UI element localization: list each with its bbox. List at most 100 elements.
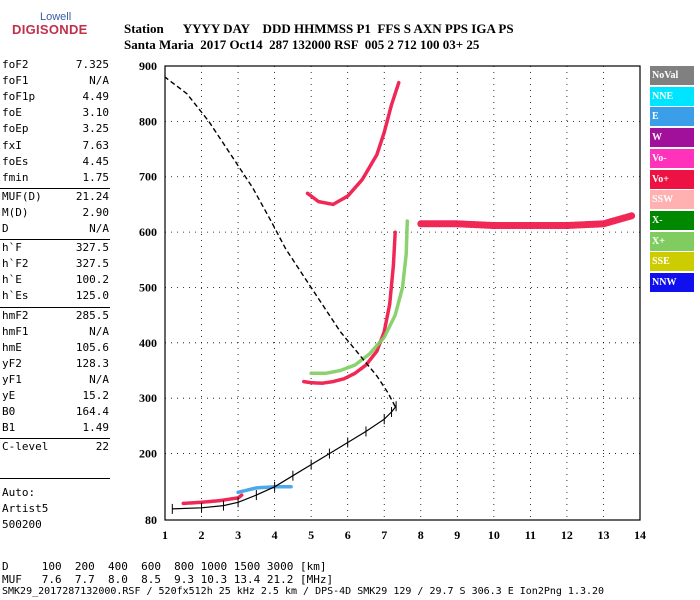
param-value: 105.6 bbox=[75, 340, 109, 354]
param-fof1p: foF1p 4.49 bbox=[2, 90, 109, 106]
param-value: 1.75 bbox=[82, 170, 110, 184]
trace-spread-f bbox=[417, 212, 637, 229]
param-label: h`Es bbox=[2, 289, 29, 303]
param-fxi: fxI 7.63 bbox=[2, 139, 109, 155]
param-label: C-level bbox=[2, 440, 49, 454]
legend-noval: NoVal bbox=[650, 66, 694, 85]
param-label: h`F bbox=[2, 241, 22, 255]
param-value: 128.3 bbox=[75, 356, 109, 370]
param-yf2: yF2 128.3 bbox=[2, 357, 109, 373]
file-info: SMK29_2017287132000.RSF / 520fx512h 25 k… bbox=[2, 586, 605, 597]
x-tick-label: 4 bbox=[272, 528, 278, 542]
param-fof1: foF1 N/A bbox=[2, 74, 109, 90]
param-md: M(D) 2.90 bbox=[2, 206, 109, 222]
param-label: foEp bbox=[2, 122, 29, 136]
x-tick-label: 12 bbox=[561, 528, 573, 542]
param-label: hmE bbox=[2, 340, 22, 354]
param-value: 7.63 bbox=[82, 138, 110, 152]
legend-vo: Vo- bbox=[650, 148, 694, 168]
param-label: B0 bbox=[2, 405, 16, 419]
y-tick-label: 80 bbox=[145, 513, 157, 527]
x-tick-label: 6 bbox=[345, 528, 351, 542]
param-label: foE bbox=[2, 106, 22, 120]
d-distance-row: D 100 200 400 600 800 1000 1500 3000 [km… bbox=[2, 560, 327, 573]
param-value: 285.5 bbox=[75, 308, 109, 322]
param-label: hmF2 bbox=[2, 308, 29, 322]
legend-sse: SSE bbox=[650, 252, 694, 272]
param-separator bbox=[0, 239, 110, 241]
param-label: fmin bbox=[2, 170, 29, 184]
trace-f2-second-hop bbox=[305, 80, 401, 207]
param-value: 3.10 bbox=[82, 106, 110, 120]
x-tick-label: 3 bbox=[235, 528, 241, 542]
param-value: 4.49 bbox=[82, 90, 110, 104]
param-b1: B1 1.49 bbox=[2, 421, 109, 437]
param-foep: foEp 3.25 bbox=[2, 122, 109, 138]
autoscale-label: Auto: bbox=[2, 486, 36, 499]
x-tick-label: 7 bbox=[381, 528, 387, 542]
param-separator bbox=[0, 187, 110, 189]
y-tick-label: 800 bbox=[139, 114, 157, 128]
param-yf1: yF1 N/A bbox=[2, 373, 109, 389]
y-tick-label: 300 bbox=[139, 391, 157, 405]
x-tick-label: 11 bbox=[525, 528, 536, 542]
param-value: 22 bbox=[95, 440, 109, 454]
param-clevel: C-level 22 bbox=[2, 440, 109, 456]
param-value: N/A bbox=[89, 372, 109, 386]
density-profile bbox=[164, 76, 397, 514]
param-label: D bbox=[2, 222, 9, 235]
param-value: 4.45 bbox=[82, 154, 110, 168]
autoscale-software: Artist5 bbox=[2, 502, 49, 515]
param-label: yE bbox=[2, 389, 16, 402]
param-value: 1.49 bbox=[82, 421, 110, 435]
param-foe: foE 3.10 bbox=[2, 106, 109, 122]
param-d: D N/A bbox=[2, 222, 109, 238]
param-label: h`E bbox=[2, 273, 22, 287]
y-tick-label: 400 bbox=[139, 336, 157, 350]
legend-x: X- bbox=[650, 210, 694, 230]
param-ye: yE 15.2 bbox=[2, 389, 109, 405]
param-value: 100.2 bbox=[75, 273, 109, 287]
x-tick-label: 10 bbox=[488, 528, 500, 542]
legend-nnw: NNW bbox=[650, 273, 694, 292]
param-label: yF2 bbox=[2, 356, 22, 370]
x-tick-label: 9 bbox=[454, 528, 460, 542]
param-value: 15.2 bbox=[82, 389, 110, 402]
trace-x bbox=[309, 219, 410, 376]
echo-traces bbox=[181, 80, 637, 506]
param-label: foF2 bbox=[2, 58, 29, 71]
param-label: foF1 bbox=[2, 74, 29, 88]
legend-e: E bbox=[650, 107, 694, 127]
legend-nne: NNE bbox=[650, 86, 694, 106]
param-value: 125.0 bbox=[75, 289, 109, 303]
param-label: foEs bbox=[2, 154, 29, 168]
plot-frame bbox=[164, 65, 641, 521]
logo-digisonde: DIGISONDE bbox=[12, 22, 88, 37]
x-tick-label: 14 bbox=[634, 528, 646, 542]
param-hf2: h`F2 327.5 bbox=[2, 257, 109, 273]
y-tick-label: 500 bbox=[139, 280, 157, 294]
x-tick-label: 1 bbox=[162, 528, 168, 542]
x-tick-label: 13 bbox=[597, 528, 609, 542]
param-label: M(D) bbox=[2, 205, 29, 219]
param-b0: B0 164.4 bbox=[2, 405, 109, 421]
x-tick-label: 5 bbox=[308, 528, 314, 542]
param-hf: h`F 327.5 bbox=[2, 241, 109, 257]
param-label: MUF(D) bbox=[2, 189, 42, 203]
profile-line bbox=[172, 405, 397, 510]
param-label: h`F2 bbox=[2, 257, 29, 271]
legend-vo: Vo+ bbox=[650, 169, 694, 189]
legend-x: X+ bbox=[650, 231, 694, 251]
param-separator bbox=[0, 478, 110, 479]
param-value: N/A bbox=[89, 222, 109, 235]
legend-w: W bbox=[650, 128, 694, 148]
param-mufd: MUF(D) 21.24 bbox=[2, 190, 109, 206]
y-tick-label: 900 bbox=[139, 59, 157, 73]
axes: 1 2 3 4 5 6 7 8 9 10 11 12 13 14802003004005006007008… bbox=[139, 59, 646, 542]
param-value: N/A bbox=[89, 324, 109, 338]
trace-e-layer bbox=[181, 493, 244, 506]
param-label: fxI bbox=[2, 138, 22, 152]
param-value: 2.90 bbox=[82, 205, 110, 219]
param-fmin: fmin 1.75 bbox=[2, 171, 109, 187]
